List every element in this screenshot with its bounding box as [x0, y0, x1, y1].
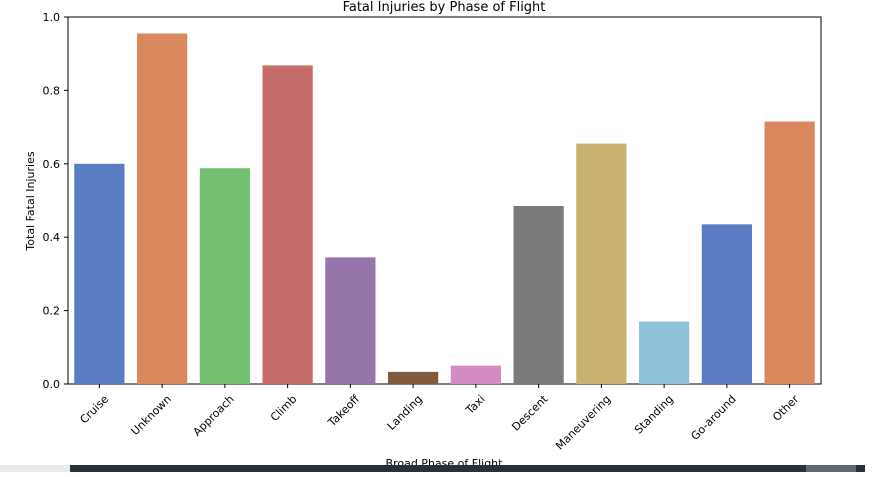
y-tick-label: 0.2	[43, 305, 61, 318]
x-tick-label: Other	[770, 392, 802, 424]
y-tick-label: 0.8	[43, 84, 61, 97]
x-tick-label: Cruise	[77, 392, 111, 426]
bar-descent	[513, 206, 564, 384]
x-tick-label: Standing	[632, 393, 676, 437]
y-tick-label: 0.6	[43, 158, 61, 171]
x-tick-label: Takeoff	[325, 392, 363, 430]
bar-maneuvering	[576, 143, 627, 384]
x-tick-label: Unknown	[129, 393, 174, 438]
scrollbar-track-left	[0, 465, 70, 472]
y-tick-label: 0.4	[43, 231, 61, 244]
bar-unknown	[137, 33, 188, 384]
scrollbar-thumb[interactable]	[806, 465, 856, 472]
x-tick-label: Climb	[268, 393, 299, 424]
bar-other	[764, 121, 815, 384]
bar-takeoff	[325, 257, 376, 384]
x-tick-label: Go-around	[688, 393, 738, 443]
bar-approach	[199, 168, 250, 384]
bar-climb	[262, 65, 313, 384]
bar-landing	[388, 371, 439, 384]
horizontal-scrollbar[interactable]	[70, 465, 865, 472]
chart-title: Fatal Injuries by Phase of Flight	[343, 0, 546, 15]
y-axis: 0.0 0.2 0.4 0.6 0.8 1.0	[43, 11, 68, 391]
bar-go-around	[701, 224, 752, 384]
x-tick-label: Taxi	[463, 393, 488, 418]
y-axis-label: Total Fatal Injuries	[24, 151, 37, 251]
x-tick-label: Maneuvering	[553, 393, 613, 453]
bar-taxi	[450, 365, 501, 384]
x-tick-label: Landing	[385, 393, 425, 433]
bar-standing	[639, 321, 690, 384]
y-tick-label: 1.0	[43, 11, 61, 24]
bar-cruise	[74, 163, 125, 384]
plot-frame	[67, 16, 822, 385]
y-tick-label: 0.0	[43, 378, 61, 391]
x-tick-label: Approach	[191, 393, 237, 439]
x-axis: Cruise Unknown Approach Climb Takeoff Landing…	[77, 384, 802, 453]
bars-group	[74, 33, 815, 384]
x-tick-label: Descent	[509, 392, 551, 434]
